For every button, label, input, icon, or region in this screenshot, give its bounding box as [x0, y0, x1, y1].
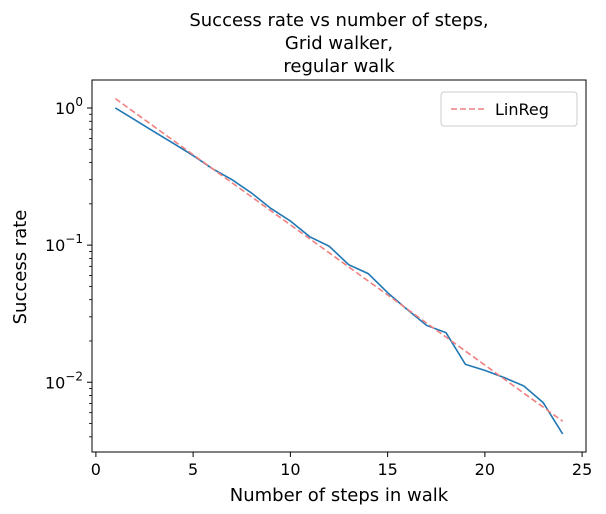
x-axis-ticks: 0 5 10 15 20 25 [91, 452, 592, 479]
x-axis-label: Number of steps in walk [230, 485, 449, 506]
legend-label: LinReg [495, 100, 549, 119]
chart-title-line-1: Success rate vs number of steps, [189, 10, 488, 31]
y-tick-label: 10−1 [45, 232, 83, 255]
chart-title-line-3: regular walk [283, 56, 395, 77]
x-tick-label: 20 [475, 460, 495, 479]
y-axis-ticks: 100 10−1 10−2 [45, 95, 92, 438]
y-axis-label: Success rate [10, 210, 31, 325]
x-tick-label: 15 [377, 460, 397, 479]
chart-title-line-2: Grid walker, [285, 33, 393, 54]
x-tick-label: 10 [280, 460, 300, 479]
plot-area [114, 97, 564, 435]
y-tick-label: 10−2 [45, 369, 83, 392]
axes-frame [91, 79, 587, 453]
x-tick-label: 25 [572, 460, 592, 479]
x-tick-label: 5 [188, 460, 198, 479]
y-tick-label: 100 [55, 95, 83, 118]
series-line-success-rate [114, 107, 564, 435]
chart-title: Success rate vs number of steps, Grid wa… [189, 10, 488, 77]
series-line-linreg [114, 97, 564, 422]
x-tick-label: 0 [91, 460, 101, 479]
legend-box [440, 91, 578, 127]
legend: LinReg [440, 91, 578, 127]
